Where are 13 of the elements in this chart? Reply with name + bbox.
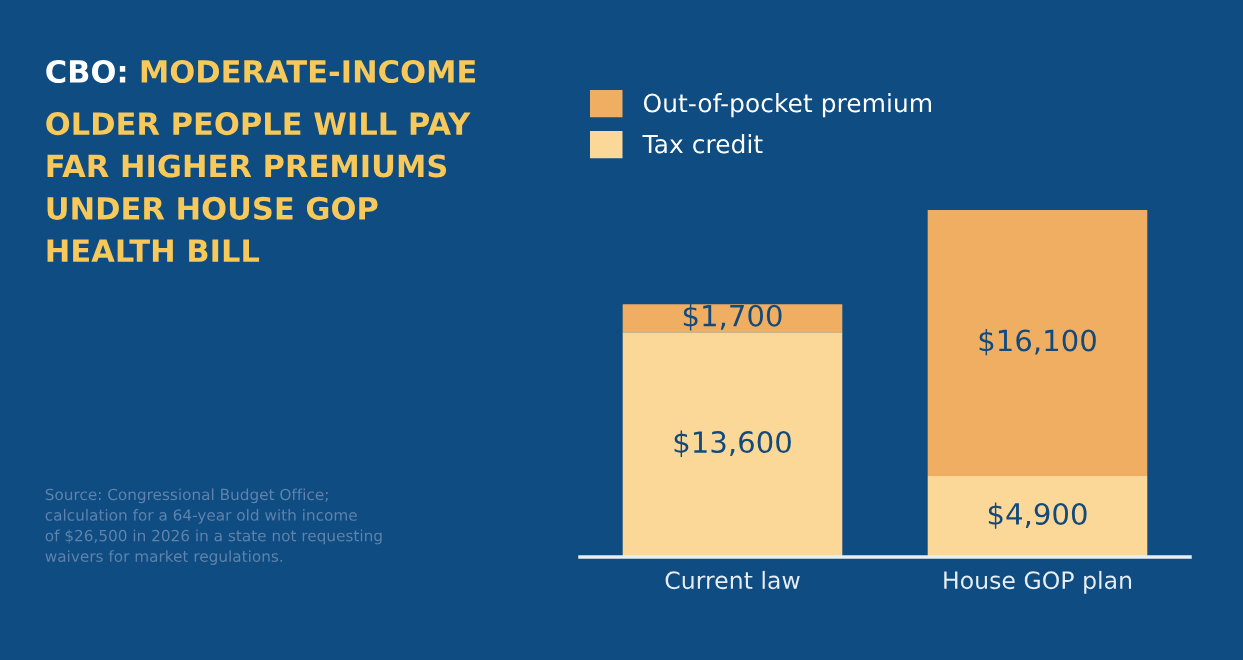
legend-label: Out-of-pocket premium [643, 93, 932, 118]
data-label: $16,100 [979, 328, 1096, 356]
legend-label: Tax credit [642, 134, 763, 154]
bar [927, 476, 1148, 557]
bar [622, 304, 843, 333]
data-label: $13,600 [674, 430, 791, 457]
text: CBO: MODERATE-INCOME OLDER PEOPLE WILL PAY FAR HIGHER PREMIUMS UNDER HOUSE GOP HEALTH BILL [46, 59, 476, 262]
bar [622, 332, 843, 557]
x-tick-label: Current law [665, 570, 800, 590]
x-tick-label: House GOP plan [944, 570, 1132, 594]
source-note: Source: Congressional Budget Office; calculation for a 64-year old with income of $26,500 in 2026 in a state not requesting waivers for market regulations. [45, 488, 382, 565]
data-label: $1,700 [683, 304, 782, 331]
data-label: $4,900 [988, 502, 1087, 529]
